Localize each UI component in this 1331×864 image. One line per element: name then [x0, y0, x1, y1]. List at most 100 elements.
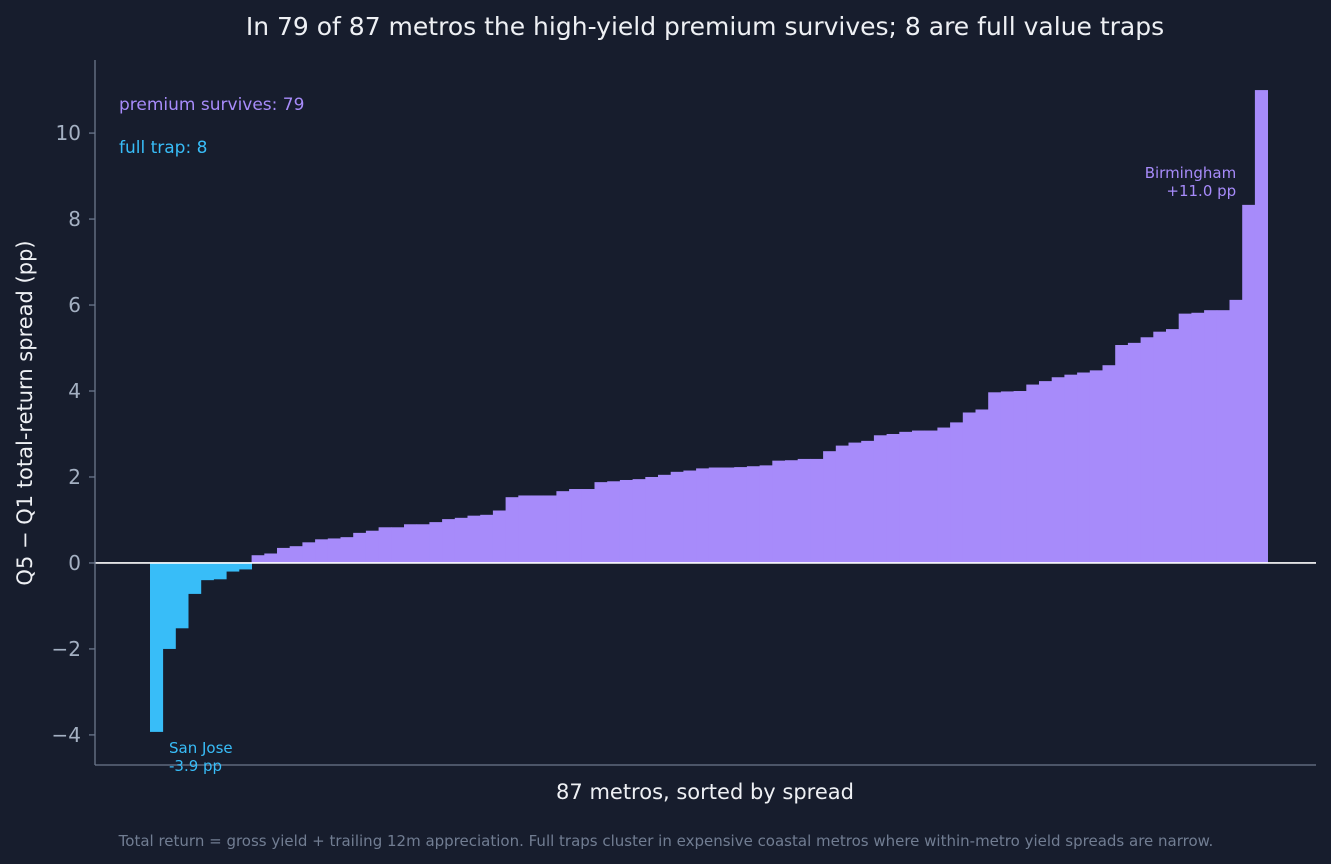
bar [162, 562, 176, 649]
bar [1242, 204, 1256, 563]
bar [645, 476, 659, 563]
bar [213, 562, 227, 580]
bar [619, 479, 633, 563]
bar [569, 489, 583, 563]
bar [492, 510, 506, 563]
bar [607, 481, 621, 563]
bar [365, 530, 379, 563]
x-axis-label: 87 metros, sorted by spread [556, 780, 854, 804]
bar [531, 495, 545, 563]
bar [1026, 384, 1040, 563]
y-ticks: −4 −2 0 2 4 6 8 10 [52, 121, 95, 747]
y-tick-label: 8 [68, 207, 81, 231]
bar [188, 562, 202, 594]
bar [1077, 372, 1091, 563]
bar [378, 527, 392, 563]
bar [1127, 342, 1141, 563]
bar [861, 440, 875, 563]
bar [1166, 329, 1180, 563]
bar [962, 412, 976, 563]
annotation-min: -3.9 pp [169, 757, 222, 775]
bar [340, 537, 354, 563]
bar [1013, 391, 1027, 563]
bar [937, 427, 951, 563]
bar [873, 435, 887, 563]
bar [912, 430, 926, 563]
bar [416, 524, 430, 563]
footnote: Total return = gross yield + trailing 12… [118, 832, 1214, 850]
bar [924, 430, 938, 563]
bars-group [150, 90, 1268, 732]
bar [353, 532, 367, 563]
bar [988, 392, 1002, 563]
bar [150, 562, 164, 732]
bar [289, 546, 303, 563]
bar [556, 491, 570, 563]
bar [327, 538, 341, 563]
bar [404, 524, 418, 563]
bar [1140, 337, 1154, 563]
bar [518, 495, 532, 563]
bar [1000, 391, 1014, 563]
y-tick-label: 6 [68, 293, 81, 317]
bar [658, 474, 672, 563]
bar [1102, 365, 1116, 563]
y-tick-label: 10 [56, 121, 81, 145]
bar [1153, 331, 1167, 563]
bar [251, 555, 265, 563]
bar [886, 433, 900, 563]
chart-title: In 79 of 87 metros the high-yield premiu… [246, 12, 1164, 41]
bar [1178, 313, 1192, 563]
bar [200, 562, 214, 581]
bar [670, 471, 684, 563]
y-tick-label: 0 [68, 551, 81, 575]
bar [581, 489, 595, 563]
bar [1229, 299, 1243, 563]
bar [1115, 345, 1129, 563]
bar [391, 527, 405, 563]
bar [785, 460, 799, 563]
annotation-max: Birmingham [1145, 164, 1236, 182]
bar [226, 562, 240, 572]
bar [746, 466, 760, 563]
bar [1051, 377, 1065, 563]
bar [835, 445, 849, 563]
bar [734, 467, 748, 563]
bar [721, 467, 735, 563]
legend-full-trap: full trap: 8 [119, 138, 207, 158]
bar [1064, 374, 1078, 563]
bar [429, 522, 443, 563]
bar [175, 562, 189, 629]
annotation-min: San Jose [169, 739, 233, 757]
bar [1191, 312, 1205, 563]
bar [950, 422, 964, 563]
bar [1216, 310, 1230, 563]
bar [302, 542, 316, 563]
bar [683, 470, 697, 563]
bar [442, 519, 456, 563]
bar [277, 547, 291, 563]
bar [238, 562, 252, 570]
bar [1089, 370, 1103, 563]
bar [1204, 310, 1218, 563]
bar [810, 458, 824, 563]
bar [1254, 90, 1268, 563]
bar [899, 431, 913, 563]
bar [848, 442, 862, 563]
bar [823, 451, 837, 563]
annotation-max: +11.0 pp [1166, 182, 1236, 200]
y-tick-label: −2 [52, 637, 81, 661]
bar [708, 467, 722, 563]
bar [480, 514, 494, 563]
bar [594, 482, 608, 563]
bar [632, 479, 646, 563]
annotations: Birmingham+11.0 pp San Jose-3.9 pp [169, 164, 1236, 775]
y-tick-label: −4 [52, 723, 81, 747]
bar [467, 515, 481, 563]
y-tick-label: 4 [68, 379, 81, 403]
bar [264, 553, 278, 563]
legend-premium-survives: premium survives: 79 [119, 95, 304, 115]
bar [797, 458, 811, 563]
bar [696, 468, 710, 563]
